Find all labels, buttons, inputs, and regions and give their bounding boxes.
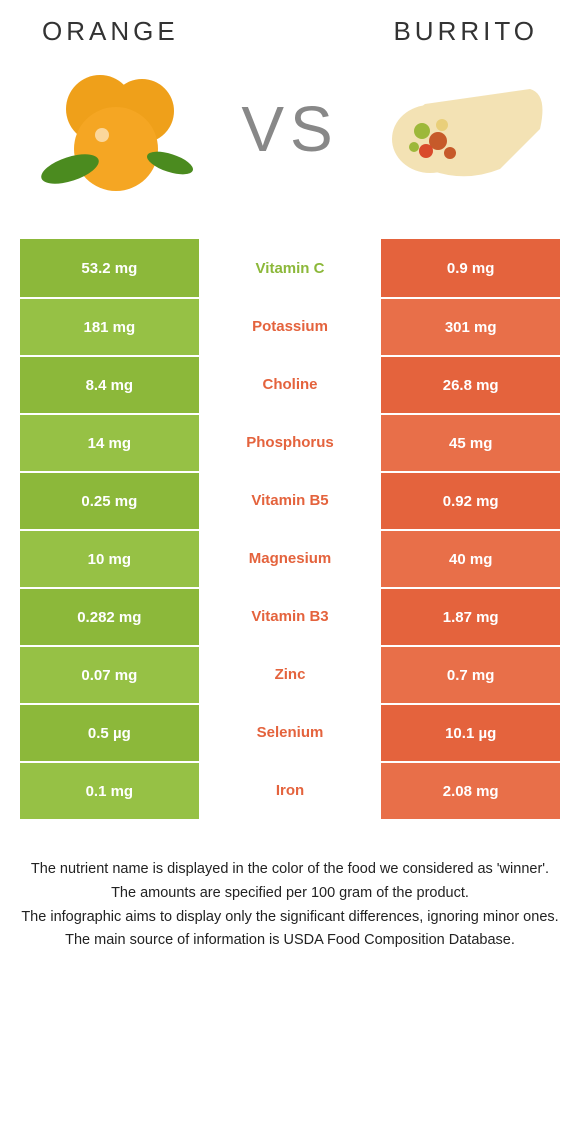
table-row: 8.4 mgCholine26.8 mg — [20, 355, 560, 413]
nutrient-name: Phosphorus — [201, 413, 380, 471]
left-value: 181 mg — [20, 297, 201, 355]
orange-image — [30, 59, 200, 199]
table-row: 0.07 mgZinc0.7 mg — [20, 645, 560, 703]
titles-row: ORANGE BURRITO — [12, 16, 568, 47]
left-value: 14 mg — [20, 413, 201, 471]
left-value: 0.282 mg — [20, 587, 201, 645]
right-value: 45 mg — [379, 413, 560, 471]
comparison-infographic: ORANGE BURRITO VS — [0, 0, 580, 984]
footer-line: The main source of information is USDA F… — [20, 930, 560, 952]
nutrient-name: Vitamin C — [201, 239, 380, 297]
burrito-image — [380, 59, 550, 199]
left-value: 0.07 mg — [20, 645, 201, 703]
right-food-title: BURRITO — [393, 16, 538, 47]
vs-row: VS — [12, 59, 568, 199]
right-value: 40 mg — [379, 529, 560, 587]
right-value: 0.7 mg — [379, 645, 560, 703]
table-row: 0.282 mgVitamin B31.87 mg — [20, 587, 560, 645]
footer-line: The infographic aims to display only the… — [20, 907, 560, 929]
right-value: 301 mg — [379, 297, 560, 355]
right-value: 10.1 µg — [379, 703, 560, 761]
left-value: 0.25 mg — [20, 471, 201, 529]
orange-icon — [30, 59, 200, 199]
footer-line: The nutrient name is displayed in the co… — [20, 859, 560, 881]
footer-notes: The nutrient name is displayed in the co… — [20, 859, 560, 952]
table-row: 0.1 mgIron2.08 mg — [20, 761, 560, 819]
left-value: 53.2 mg — [20, 239, 201, 297]
right-value: 26.8 mg — [379, 355, 560, 413]
table-row: 14 mgPhosphorus45 mg — [20, 413, 560, 471]
nutrient-name: Iron — [201, 761, 380, 819]
left-food-title: ORANGE — [42, 16, 179, 47]
right-value: 0.9 mg — [379, 239, 560, 297]
nutrient-name: Choline — [201, 355, 380, 413]
nutrient-name: Magnesium — [201, 529, 380, 587]
nutrient-name: Vitamin B5 — [201, 471, 380, 529]
left-value: 8.4 mg — [20, 355, 201, 413]
table-row: 53.2 mgVitamin C0.9 mg — [20, 239, 560, 297]
burrito-icon — [380, 59, 550, 199]
vs-label: VS — [241, 92, 338, 166]
left-value: 10 mg — [20, 529, 201, 587]
table-row: 0.5 µgSelenium10.1 µg — [20, 703, 560, 761]
nutrient-name: Vitamin B3 — [201, 587, 380, 645]
right-value: 0.92 mg — [379, 471, 560, 529]
nutrient-table: 53.2 mgVitamin C0.9 mg181 mgPotassium301… — [20, 239, 560, 819]
right-value: 2.08 mg — [379, 761, 560, 819]
nutrient-name: Zinc — [201, 645, 380, 703]
left-value: 0.1 mg — [20, 761, 201, 819]
footer-line: The amounts are specified per 100 gram o… — [20, 883, 560, 905]
nutrient-name: Selenium — [201, 703, 380, 761]
right-value: 1.87 mg — [379, 587, 560, 645]
table-row: 10 mgMagnesium40 mg — [20, 529, 560, 587]
table-row: 181 mgPotassium301 mg — [20, 297, 560, 355]
nutrient-name: Potassium — [201, 297, 380, 355]
left-value: 0.5 µg — [20, 703, 201, 761]
table-row: 0.25 mgVitamin B50.92 mg — [20, 471, 560, 529]
